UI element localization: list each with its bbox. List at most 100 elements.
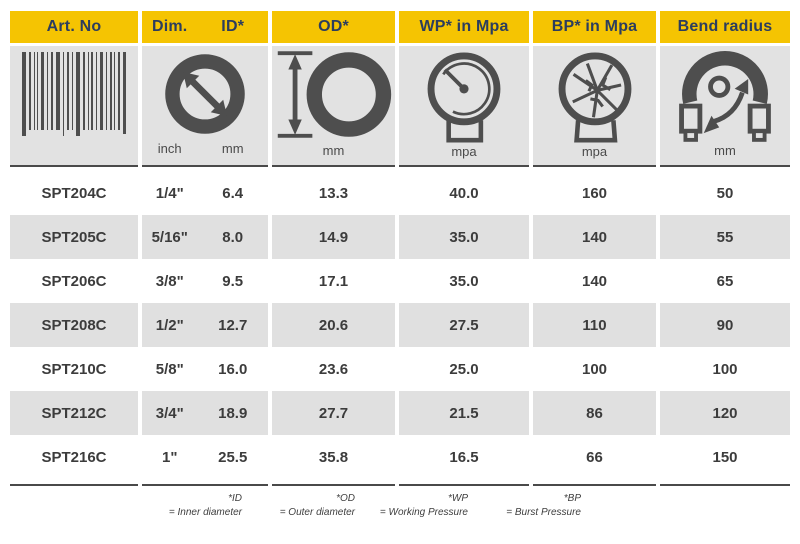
cell-dim: 1/4" bbox=[155, 184, 184, 202]
cell-dim-id: 5/8" 16.0 bbox=[142, 347, 268, 391]
cell-dim-id: 5/16" 8.0 bbox=[142, 215, 268, 259]
cell-bend: 100 bbox=[712, 360, 738, 378]
cell-bp: 140 bbox=[581, 272, 608, 290]
dim-id-unit-row: inch mm bbox=[142, 141, 268, 165]
cell-wp: 27.5 bbox=[399, 303, 529, 347]
cell-id: 6.4 bbox=[222, 184, 244, 202]
table-row: SPT206C 3/8" 9.5 17.1 35.0 140 65 bbox=[10, 259, 790, 303]
unit-id-mm: mm bbox=[221, 141, 244, 156]
table-row: SPT204C 1/4" 6.4 13.3 40.0 160 50 bbox=[10, 171, 790, 215]
cell-dim-id: 1/2" 12.7 bbox=[142, 303, 268, 347]
cell-id: 8.0 bbox=[222, 228, 244, 246]
cell-dim: 3/8" bbox=[155, 272, 184, 290]
art-no-unit-row bbox=[10, 141, 138, 165]
cell-art-no: SPT205C bbox=[10, 215, 138, 259]
header-bp: BP* in Mpa bbox=[533, 11, 656, 43]
cell-bp: 66 bbox=[586, 448, 603, 466]
table-row: SPT210C 5/8" 16.0 23.6 25.0 100 100 bbox=[10, 347, 790, 391]
unit-inch: inch bbox=[157, 141, 182, 156]
footnote-definition: = Working Pressure bbox=[379, 506, 468, 518]
cell-id: 25.5 bbox=[218, 448, 248, 466]
cell-dim-id: 1" 25.5 bbox=[142, 435, 268, 479]
bottom-rule bbox=[10, 484, 790, 486]
outer-diameter-icon bbox=[272, 46, 395, 143]
table-row: SPT205C 5/16" 8.0 14.9 35.0 140 55 bbox=[10, 215, 790, 259]
cell-bend: 55 bbox=[660, 215, 790, 259]
cell-wp: 16.5 bbox=[449, 448, 479, 466]
cell-id: 9.5 bbox=[222, 272, 244, 290]
cell-wp: 35.0 bbox=[449, 272, 479, 290]
cell-wp: 25.0 bbox=[449, 360, 479, 378]
cell-bp: 86 bbox=[533, 391, 656, 435]
cell-art-no: SPT216C bbox=[41, 448, 107, 466]
rule-segment bbox=[142, 484, 268, 486]
footnote-term: *WP bbox=[448, 493, 468, 504]
cell-bp: 140 bbox=[533, 215, 656, 259]
cell-od: 17.1 bbox=[318, 272, 349, 290]
header-art-no: Art. No bbox=[10, 11, 138, 43]
rule-segment bbox=[10, 484, 138, 486]
cell-bend: 65 bbox=[716, 272, 734, 290]
dim-id-icon-cell: inch mm bbox=[142, 46, 268, 167]
header-bend-radius: Bend radius bbox=[660, 11, 790, 43]
icon-row: inch mm mm bbox=[10, 46, 790, 167]
inner-diameter-icon bbox=[142, 46, 268, 141]
cell-dim: 5/16" bbox=[151, 228, 188, 246]
table-row: SPT208C 1/2" 12.7 20.6 27.5 110 90 bbox=[10, 303, 790, 347]
footnote-definition: = Inner diameter bbox=[168, 506, 242, 518]
footnotes: *ID = Inner diameter *OD = Outer diamete… bbox=[129, 492, 790, 519]
unit-bend-mm: mm bbox=[714, 143, 736, 158]
cell-art-no: SPT204C bbox=[41, 184, 107, 202]
cell-od: 35.8 bbox=[318, 448, 349, 466]
table-row: SPT216C 1" 25.5 35.8 16.5 66 150 bbox=[10, 435, 790, 479]
burst-pressure-gauge-icon bbox=[533, 46, 656, 144]
cell-dim: 3/4" bbox=[155, 404, 184, 422]
cell-id: 16.0 bbox=[218, 360, 248, 378]
art-no-icon-cell bbox=[10, 46, 138, 167]
header-dim: Dim. bbox=[151, 18, 188, 35]
cell-dim-id: 1/4" 6.4 bbox=[142, 171, 268, 215]
unit-od-mm: mm bbox=[322, 143, 345, 158]
od-icon-cell: mm bbox=[272, 46, 395, 167]
header-id: ID* bbox=[221, 18, 245, 35]
cell-dim-id: 3/8" 9.5 bbox=[142, 259, 268, 303]
cell-bp: 110 bbox=[533, 303, 656, 347]
cell-od: 13.3 bbox=[318, 184, 349, 202]
cell-bend: 150 bbox=[712, 448, 738, 466]
bend-radius-icon bbox=[660, 46, 790, 143]
unit-bp-mpa: mpa bbox=[581, 144, 608, 159]
bp-icon-cell: mpa bbox=[533, 46, 656, 167]
cell-dim: 1/2" bbox=[155, 316, 184, 334]
header-wp: WP* in Mpa bbox=[399, 11, 529, 43]
cell-bend: 120 bbox=[660, 391, 790, 435]
od-unit-row: mm bbox=[272, 143, 395, 165]
bend-icon-cell: mm bbox=[660, 46, 790, 167]
bp-unit-row: mpa bbox=[533, 144, 656, 165]
cell-bp: 160 bbox=[581, 184, 608, 202]
cell-id: 12.7 bbox=[218, 316, 248, 334]
wp-unit-row: mpa bbox=[399, 144, 529, 165]
cell-bp: 100 bbox=[581, 360, 608, 378]
cell-bend: 50 bbox=[716, 184, 734, 202]
footnote-term: *BP bbox=[563, 493, 581, 504]
footnote-definition: = Outer diameter bbox=[279, 506, 355, 518]
bend-unit-row: mm bbox=[660, 143, 790, 165]
table-header-row: Art. No Dim. ID* OD* WP* in Mpa BP* in M… bbox=[10, 11, 790, 43]
cell-dim: 1" bbox=[161, 448, 178, 466]
unit-wp-mpa: mpa bbox=[451, 144, 477, 159]
cell-art-no: SPT206C bbox=[41, 272, 107, 290]
cell-dim-id: 3/4" 18.9 bbox=[142, 391, 268, 435]
footnote-bp: *BP = Burst Pressure bbox=[468, 492, 581, 519]
hose-spec-table: Art. No Dim. ID* OD* WP* in Mpa BP* in M… bbox=[10, 11, 790, 519]
barcode-icon bbox=[10, 46, 138, 141]
cell-wp: 35.0 bbox=[399, 215, 529, 259]
footnote-od: *OD = Outer diameter bbox=[242, 492, 355, 519]
cell-dim: 5/8" bbox=[155, 360, 184, 378]
wp-icon-cell: mpa bbox=[399, 46, 529, 167]
cell-od: 27.7 bbox=[272, 391, 395, 435]
header-od: OD* bbox=[272, 11, 395, 43]
footnote-term: *ID bbox=[228, 493, 242, 504]
rule-segment bbox=[399, 484, 529, 486]
footnote-wp: *WP = Working Pressure bbox=[355, 492, 468, 519]
cell-od: 14.9 bbox=[272, 215, 395, 259]
